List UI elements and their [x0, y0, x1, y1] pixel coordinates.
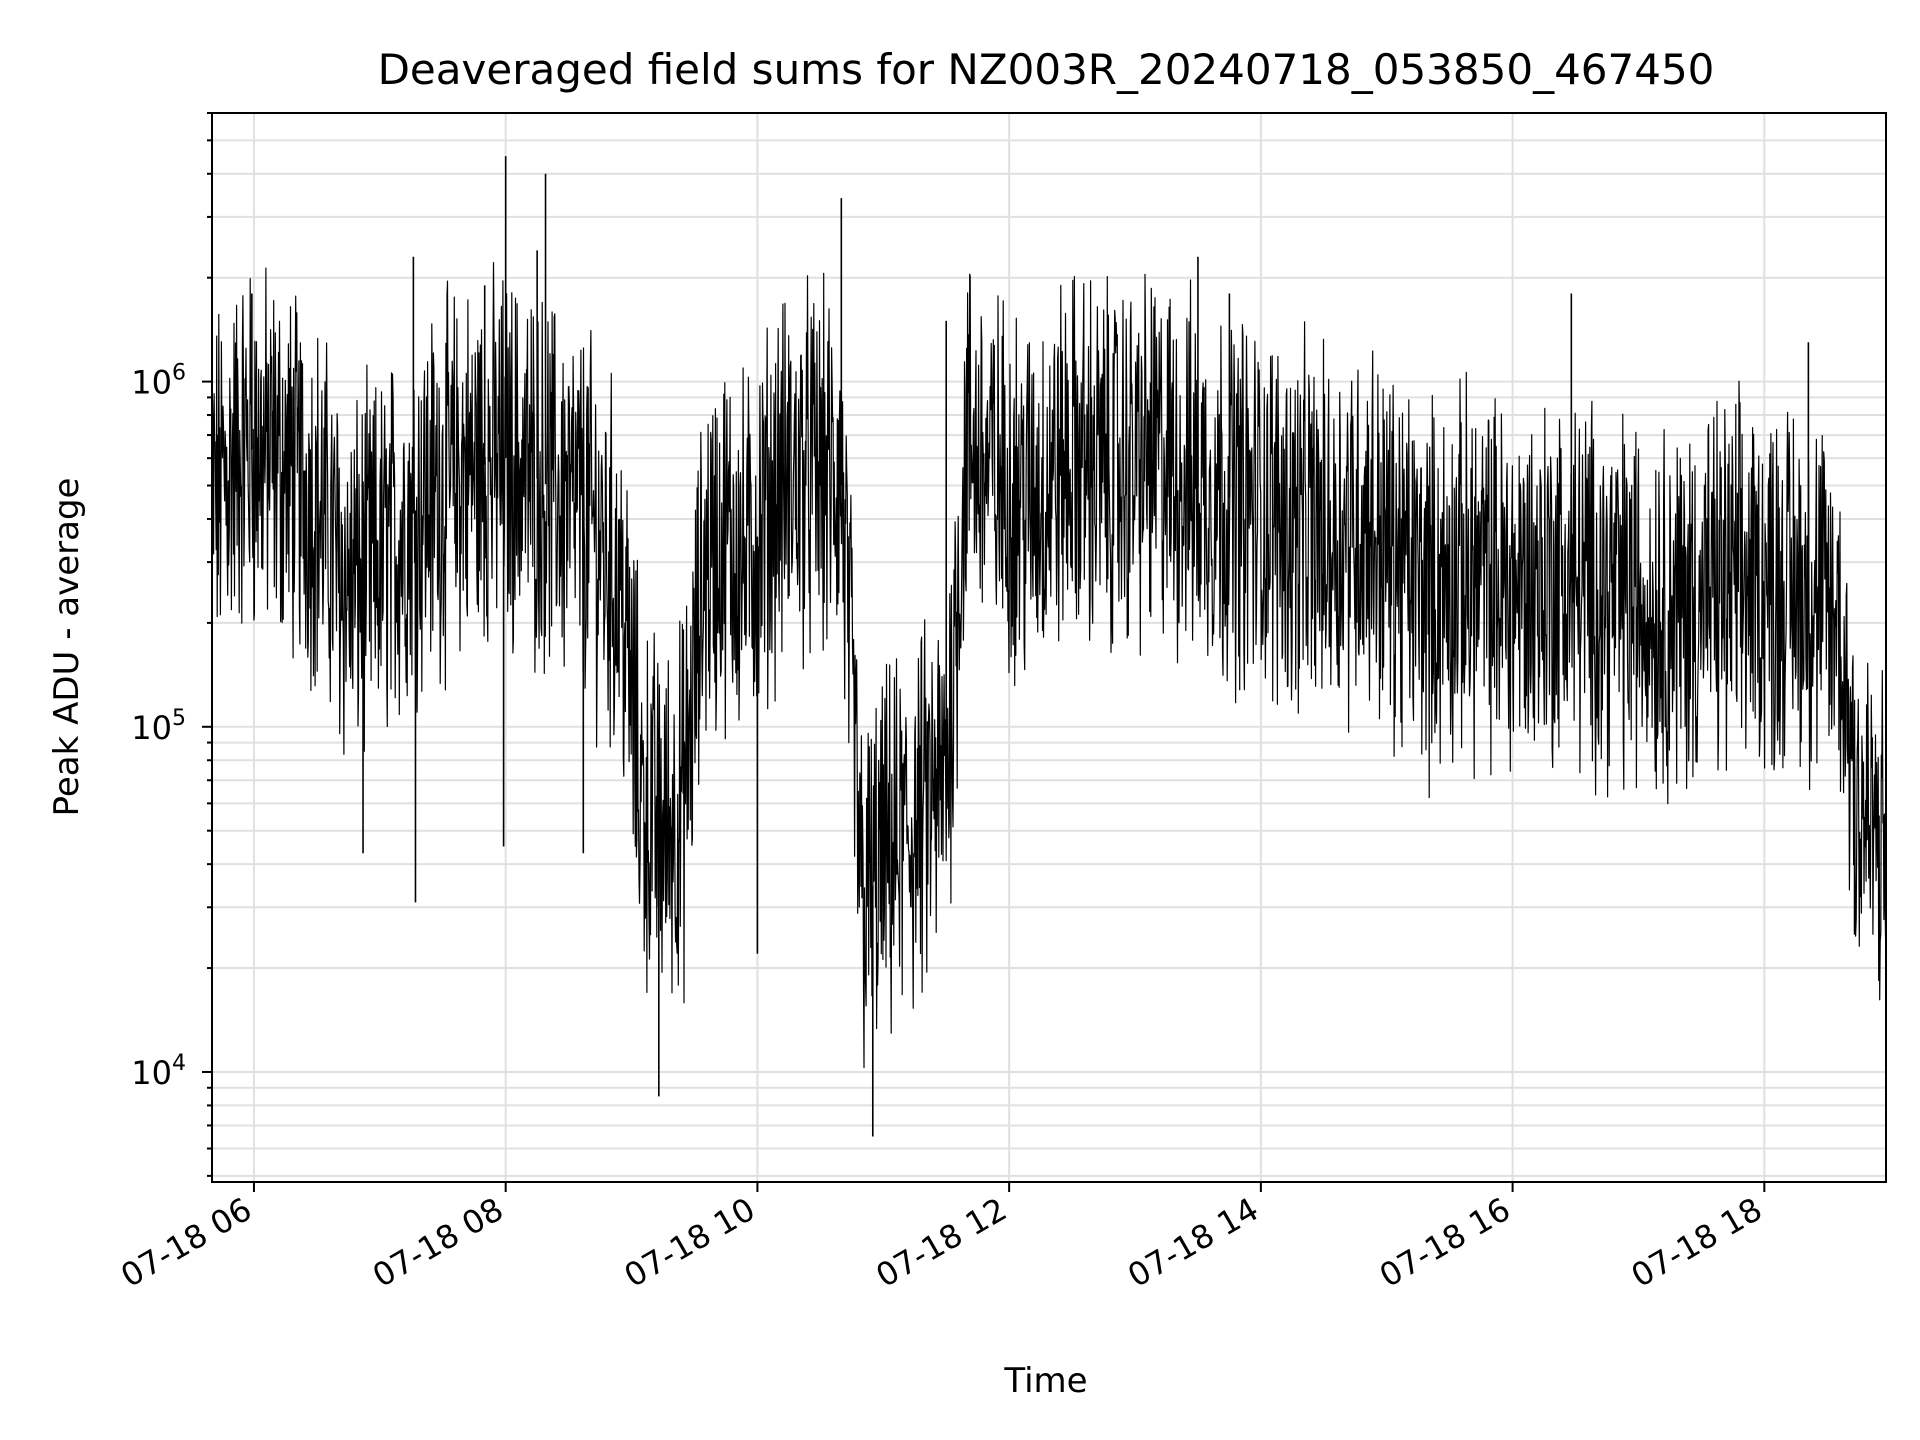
- series-line: [212, 262, 1886, 1069]
- y-tick-label: 104: [131, 1051, 186, 1092]
- y-tick-label: 105: [131, 706, 186, 747]
- x-axis-label: Time: [1003, 1361, 1087, 1401]
- y-tick-label: 106: [131, 361, 186, 402]
- plot-frame: [211, 112, 1887, 1183]
- chart-title: Deaveraged field sums for NZ003R_2024071…: [378, 45, 1715, 94]
- y-axis: 104 105 106: [131, 112, 212, 1177]
- y-axis-label: Peak ADU - average: [47, 478, 87, 817]
- plot-area: [212, 156, 1886, 1137]
- series-layer: [212, 156, 1886, 1137]
